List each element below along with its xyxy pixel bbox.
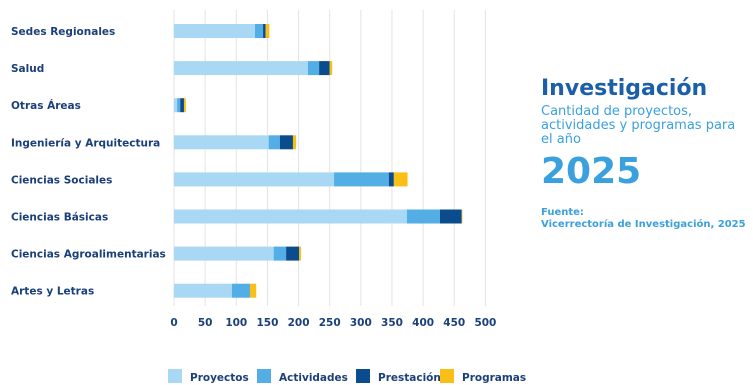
legend-label: Prestación [378, 372, 441, 384]
bar-segment-proyectos [174, 98, 178, 113]
category-label: Ingeniería y Arquitectura [11, 137, 160, 149]
bar-segment-programas [249, 283, 257, 298]
source-label: Fuente: [541, 207, 584, 218]
bar-segment-actividades [177, 98, 181, 113]
bar-segment-prestación [319, 61, 330, 76]
category-label: Ciencias Básicas [11, 212, 108, 224]
info-panel: Investigación Cantidad de proyectos, act… [541, 75, 751, 231]
category-label: Artes y Letras [11, 286, 94, 298]
x-tick-label: 0 [170, 317, 177, 329]
bar-segment-proyectos [174, 246, 274, 261]
bar-segment-actividades [307, 61, 320, 76]
bar-segment-actividades [273, 246, 287, 261]
x-tick-label: 150 [256, 317, 278, 329]
x-tick-label: 300 [350, 317, 372, 329]
bar-segment-proyectos [174, 172, 335, 187]
bar-segment-proyectos [174, 283, 232, 298]
category-label: Salud [11, 63, 44, 75]
category-label: Ciencias Agroalimentarias [11, 249, 166, 261]
source-text: Vicerrectoría de Investigación, 2025 [541, 219, 746, 230]
bar-segment-programas [292, 135, 297, 150]
bar-segment-programas [393, 172, 408, 187]
panel-year: 2025 [541, 151, 642, 192]
x-tick-label: 200 [288, 317, 310, 329]
bar-segment-proyectos [174, 135, 269, 150]
bar-segment-programas [461, 209, 463, 224]
bar-segment-actividades [406, 209, 440, 224]
legend-swatch [257, 369, 271, 383]
legend-swatch [356, 369, 370, 383]
bar-segment-prestación [279, 135, 293, 150]
bar-segment-actividades [334, 172, 389, 187]
bar-segment-programas [329, 61, 333, 76]
legend-swatch [440, 369, 454, 383]
panel-subtitle: Cantidad de proyectos, actividades y pro… [541, 104, 736, 147]
category-label: Ciencias Sociales [11, 174, 112, 186]
bar-segment-prestación [388, 172, 394, 187]
bar-segment-actividades [231, 283, 250, 298]
x-tick-label: 50 [198, 317, 213, 329]
bar-segment-prestación [180, 98, 184, 113]
bar-segment-proyectos [174, 209, 407, 224]
x-tick-label: 350 [381, 317, 403, 329]
x-tick-label: 400 [412, 317, 434, 329]
legend-label: Programas [462, 372, 526, 384]
bar-segment-proyectos [174, 24, 255, 38]
x-tick-label: 450 [443, 317, 465, 329]
bar-segment-proyectos [174, 61, 308, 76]
legend-label: Actividades [279, 372, 348, 384]
x-tick-label: 250 [319, 317, 341, 329]
bar-segment-programas [183, 98, 186, 113]
panel-title: Investigación [541, 76, 708, 101]
x-tick-label: 100 [225, 317, 247, 329]
legend-label: Proyectos [190, 372, 249, 384]
bar-segment-actividades [254, 24, 264, 38]
category-label: Otras Áreas [11, 99, 81, 112]
legend-swatch [168, 369, 182, 383]
bar-segment-programas [299, 246, 302, 261]
bar-segment-prestación [286, 246, 300, 261]
bar-segment-prestación [439, 209, 462, 224]
bar-segment-programas [265, 24, 270, 38]
category-label: Sedes Regionales [11, 26, 115, 38]
bar-segment-actividades [268, 135, 280, 150]
x-tick-label: 500 [474, 317, 496, 329]
bar-segment-prestación [263, 24, 266, 38]
